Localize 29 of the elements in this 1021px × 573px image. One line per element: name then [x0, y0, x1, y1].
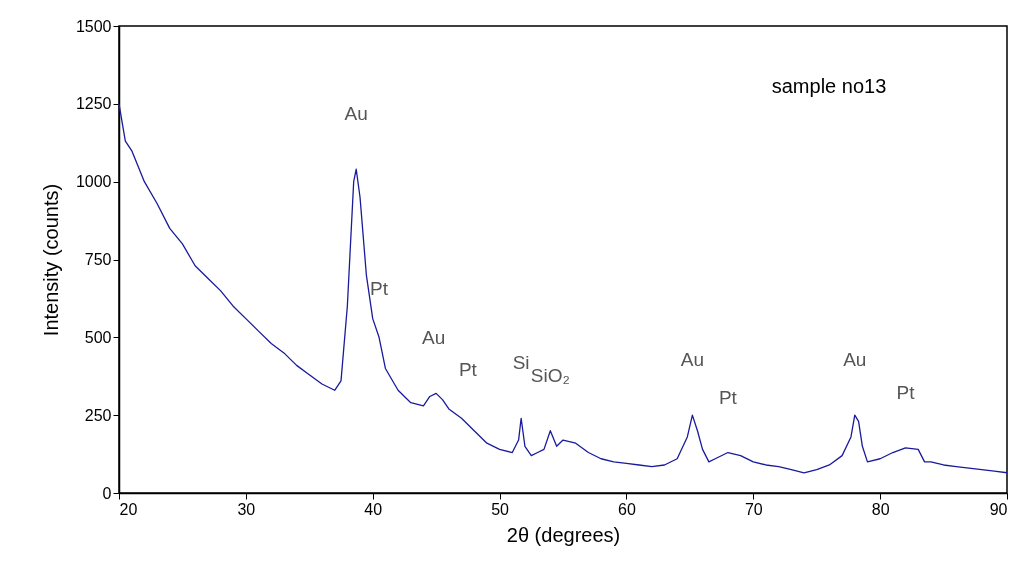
annotation: sample no13: [771, 75, 887, 97]
y-tick-label: 1000: [75, 173, 112, 191]
y-axis-title: Intensity (counts): [39, 183, 62, 337]
annotation: Pt: [458, 358, 478, 380]
x-tick-label: 20: [119, 500, 138, 518]
annotation: SiO₂: [530, 364, 570, 386]
x-tick-label: 50: [491, 500, 510, 518]
x-tick-label: 40: [364, 500, 383, 518]
y-tick-label: 500: [84, 328, 112, 346]
annotation: Pt: [718, 386, 738, 408]
x-tick-label: 30: [237, 500, 256, 518]
annotation: Au: [344, 103, 368, 125]
y-tick-label: 1500: [75, 17, 112, 35]
x-tick-label: 60: [618, 500, 636, 518]
annotation: Au: [680, 349, 705, 371]
annotation: Si: [512, 352, 530, 374]
annotation: Au: [421, 327, 446, 349]
x-tick-label: 70: [744, 500, 763, 518]
annotation: Pt: [896, 381, 916, 403]
y-tick-label: 1250: [75, 95, 112, 113]
y-tick-label: 250: [84, 406, 112, 424]
y-tick-label: 0: [102, 484, 112, 502]
annotation: Pt: [370, 277, 389, 299]
x-tick-label: 80: [871, 500, 890, 518]
x-tick-label: 90: [989, 500, 1008, 518]
y-tick-label: 750: [84, 251, 112, 268]
x-axis-title: 2θ (degrees): [506, 523, 621, 546]
line-series: [118, 103, 1008, 474]
annotation: Au: [843, 349, 867, 371]
